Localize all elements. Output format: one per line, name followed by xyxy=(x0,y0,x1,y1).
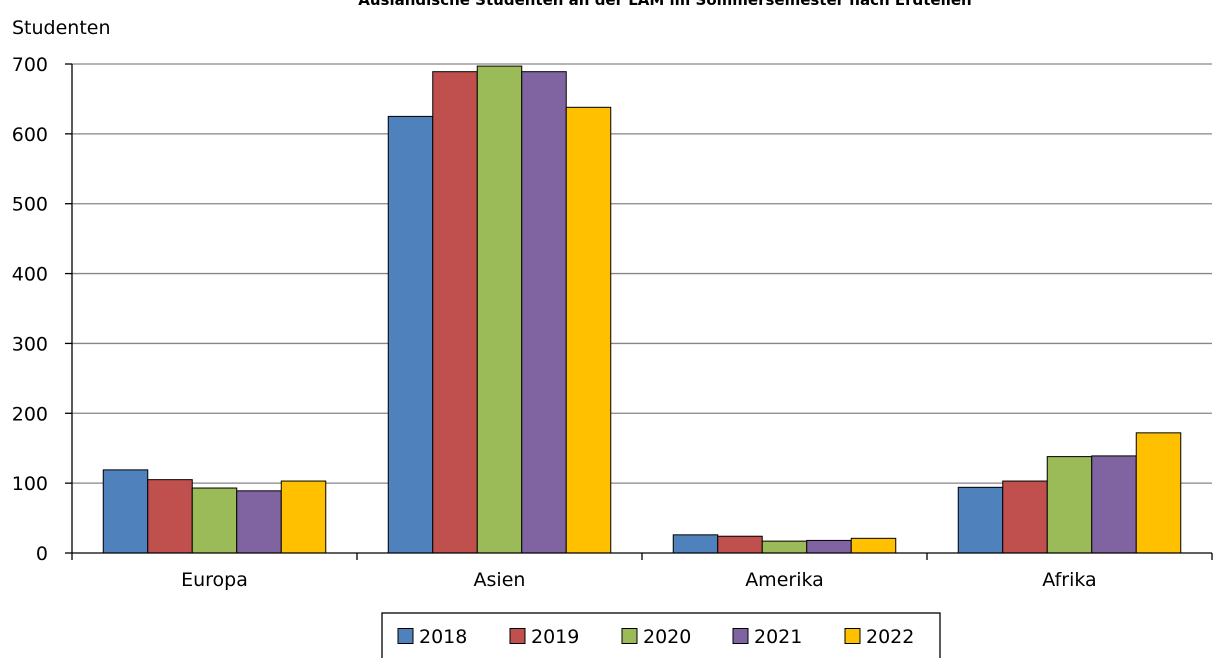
bar-afrika-2021 xyxy=(1091,455,1137,554)
legend-label-2018: 2018 xyxy=(419,626,467,648)
y-tick-label: 0 xyxy=(36,543,48,565)
legend-label-2022: 2022 xyxy=(866,626,914,648)
bar-asien-2019 xyxy=(432,71,478,554)
bar-amerika-2022 xyxy=(850,537,897,554)
legend-swatch-2020 xyxy=(621,628,638,644)
legend-label-2019: 2019 xyxy=(531,626,579,648)
category-label: Afrika xyxy=(1042,569,1096,591)
bar-asien-2020 xyxy=(476,65,523,554)
bar-amerika-2019 xyxy=(717,535,763,554)
category-label: Europa xyxy=(181,569,248,591)
gridlines xyxy=(72,63,1212,484)
legend-swatch-2019 xyxy=(509,628,526,644)
legend-swatch-2021 xyxy=(732,628,749,644)
bar-afrika-2018 xyxy=(957,486,1004,554)
bar-amerika-2020 xyxy=(761,540,808,554)
y-tick-label: 100 xyxy=(12,473,48,495)
bar-europa-2021 xyxy=(236,490,282,554)
legend-swatch-2022 xyxy=(844,628,861,644)
legend-label-2021: 2021 xyxy=(754,626,802,648)
chart-title: Ausländische Studenten an der LAM im Som… xyxy=(358,0,971,9)
bar-europa-2020 xyxy=(191,487,238,554)
y-tick-label: 400 xyxy=(12,264,48,286)
bar-asien-2018 xyxy=(387,115,434,554)
bar-asien-2021 xyxy=(521,71,567,554)
y-tick-label: 500 xyxy=(12,194,48,216)
y-axis-title: Studenten xyxy=(12,17,111,39)
category-labels: Europa Asien Amerika Afrika xyxy=(181,569,1097,591)
bar-europa-2018 xyxy=(102,469,149,554)
bar-afrika-2019 xyxy=(1002,480,1048,554)
bar-europa-2022 xyxy=(280,480,327,554)
legend: 2018 2019 2020 2021 2022 xyxy=(381,612,941,658)
bar-asien-2022 xyxy=(565,106,612,554)
y-tick-label: 600 xyxy=(12,124,48,146)
y-tick-label: 200 xyxy=(12,403,48,425)
bar-afrika-2020 xyxy=(1046,456,1093,554)
bars xyxy=(102,65,1182,554)
y-tick-label: 300 xyxy=(12,333,48,355)
y-tick-label: 700 xyxy=(12,54,48,76)
axes xyxy=(65,63,1213,560)
bar-afrika-2022 xyxy=(1135,432,1182,554)
legend-swatch-2018 xyxy=(397,628,414,644)
y-tick-labels: 0 100 200 300 400 500 600 700 xyxy=(12,54,48,565)
bar-amerika-2018 xyxy=(672,534,719,554)
bar-amerika-2021 xyxy=(806,539,852,554)
bar-europa-2019 xyxy=(147,479,193,554)
category-label: Asien xyxy=(474,569,526,591)
category-label: Amerika xyxy=(745,569,824,591)
legend-label-2020: 2020 xyxy=(643,626,691,648)
